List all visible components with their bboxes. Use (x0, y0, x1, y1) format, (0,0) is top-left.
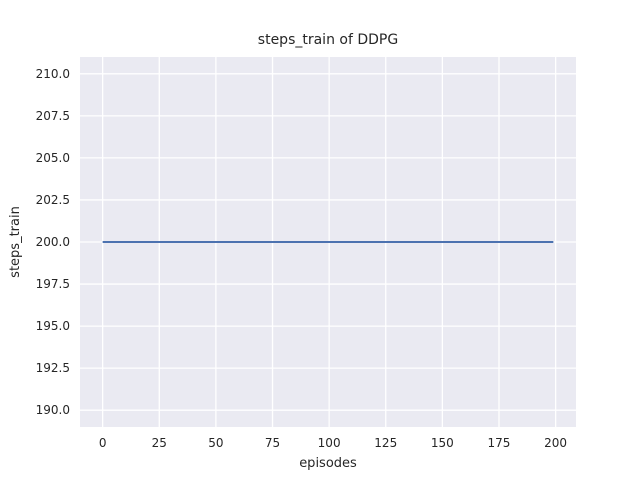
y-tick-label: 207.5 (35, 108, 70, 123)
x-tick-label: 25 (151, 436, 167, 450)
x-axis-label: episodes (299, 456, 357, 471)
x-tick-label: 150 (430, 436, 454, 450)
line-chart-canvas (80, 57, 576, 427)
x-tick-label: 125 (374, 436, 398, 450)
y-tick-label: 190.0 (35, 403, 70, 418)
y-tick-label: 210.0 (35, 66, 70, 81)
plot-area (80, 57, 576, 427)
x-tick-label: 200 (544, 436, 568, 450)
y-tick-label: 197.5 (35, 277, 70, 292)
y-tick-label: 195.0 (35, 319, 70, 334)
x-tick-label: 0 (98, 436, 107, 450)
x-tick-label: 75 (264, 436, 281, 450)
y-tick-label: 192.5 (35, 361, 70, 376)
y-tick-label: 202.5 (35, 192, 70, 207)
x-tick-label: 175 (487, 436, 511, 450)
x-tick-label: 100 (317, 436, 341, 450)
chart-title: steps_train of DDPG (257, 32, 399, 48)
y-tick-label: 205.0 (35, 150, 70, 165)
y-tick-label: 200.0 (35, 235, 70, 249)
x-tick-label: 50 (208, 436, 224, 450)
